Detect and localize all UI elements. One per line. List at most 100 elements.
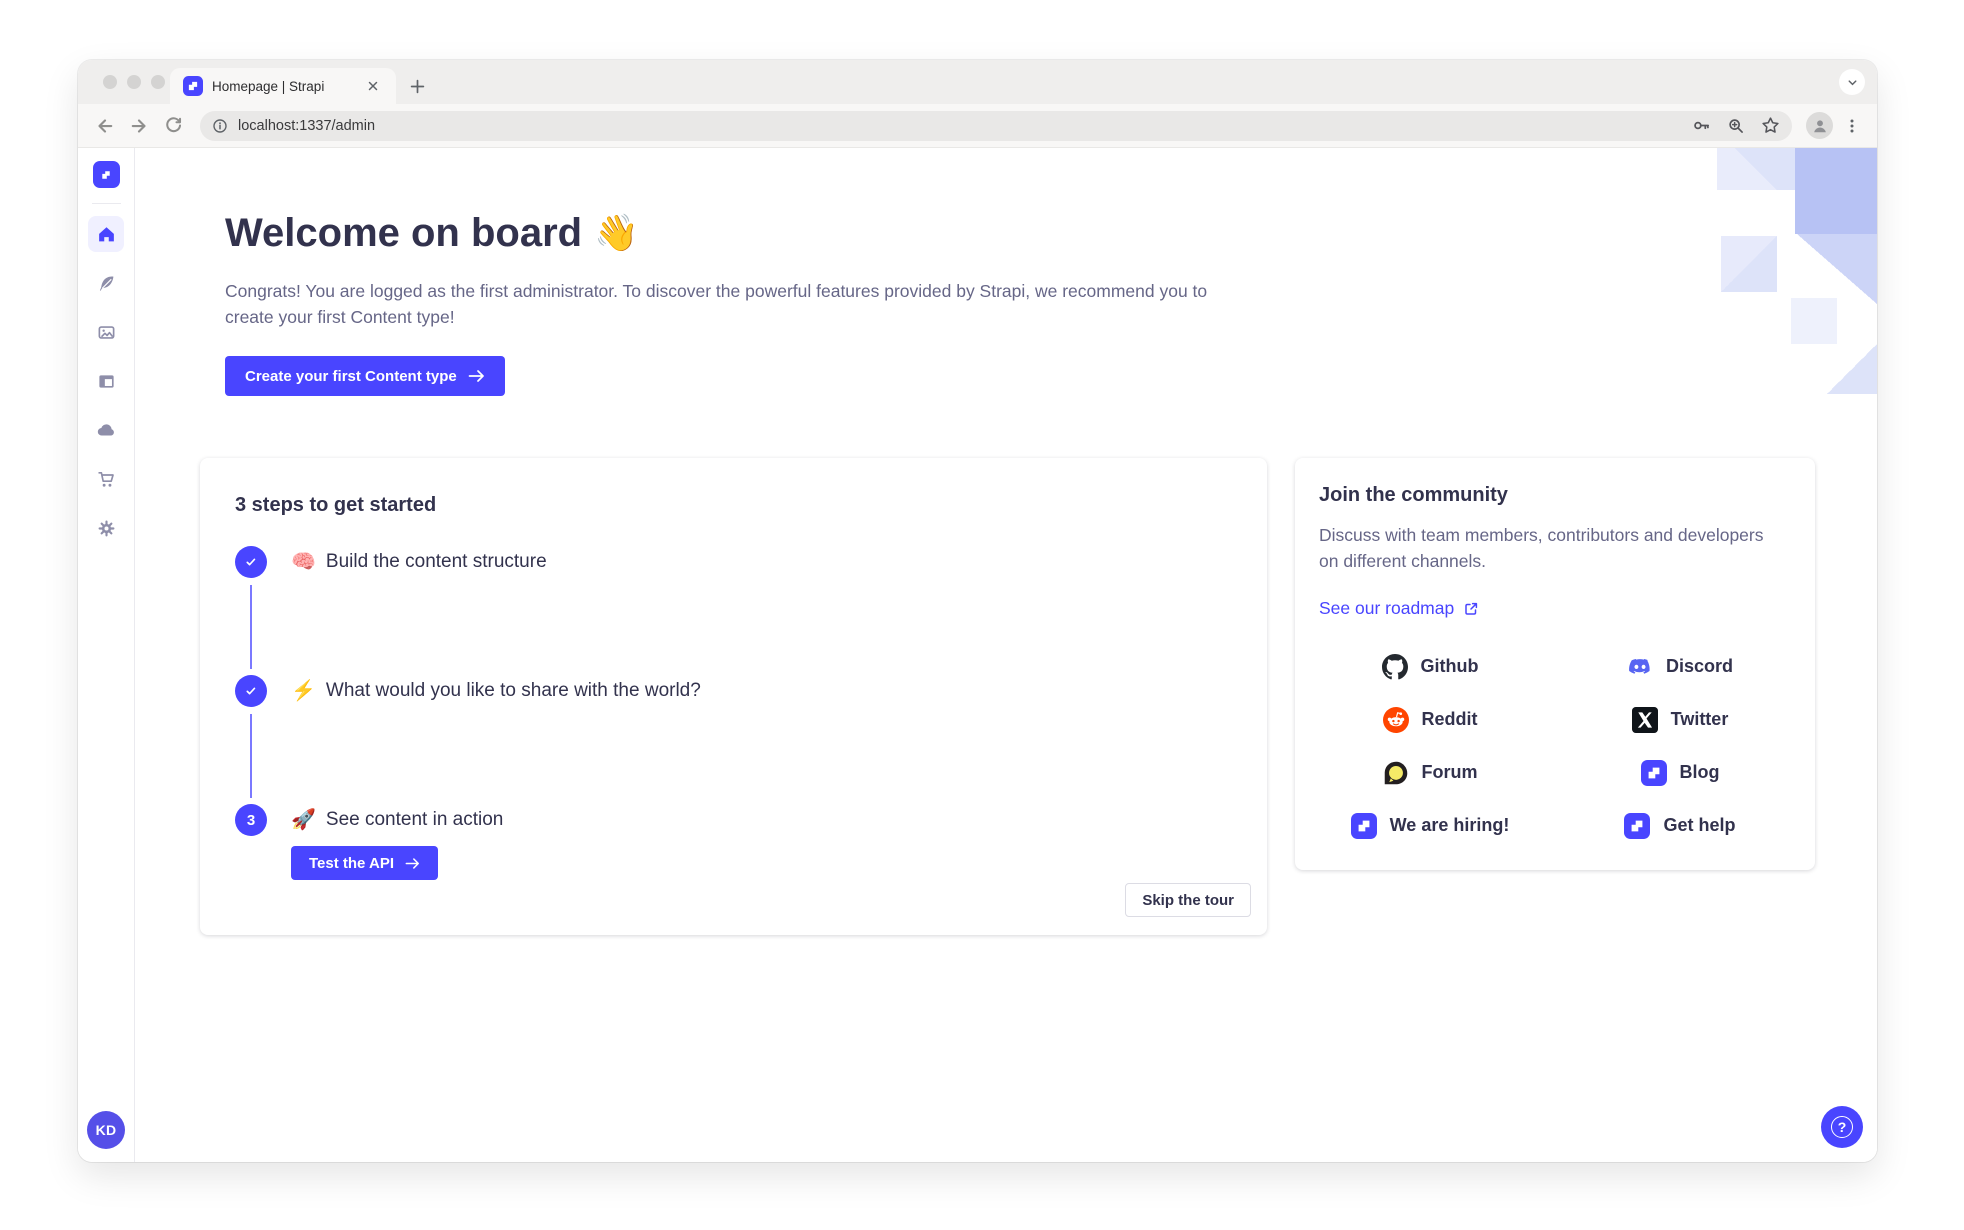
browser-window: Homepage | Strapi bbox=[78, 60, 1877, 1162]
feather-pen-icon bbox=[97, 274, 116, 293]
question-mark-icon: ? bbox=[1831, 1116, 1853, 1138]
strapi-logo[interactable] bbox=[92, 161, 120, 188]
blog-link[interactable]: Blog bbox=[1555, 746, 1805, 799]
step-2-check-icon bbox=[235, 675, 267, 707]
roadmap-link[interactable]: See our roadmap bbox=[1319, 598, 1479, 619]
forum-link[interactable]: Forum bbox=[1305, 746, 1555, 799]
gear-icon bbox=[97, 519, 116, 538]
sidebar-item-marketplace[interactable] bbox=[88, 461, 124, 497]
community-links-grid: Github Discord Reddit Twitter bbox=[1305, 640, 1805, 852]
step-1-check-icon bbox=[235, 546, 267, 578]
strapi-help-icon bbox=[1624, 812, 1651, 839]
rocket-emoji: 🚀 bbox=[291, 809, 316, 831]
app-content: KD Welcome on board 👋 Congrats! You are … bbox=[78, 148, 1877, 1162]
forum-discourse-icon bbox=[1384, 761, 1407, 784]
arrow-right-icon bbox=[405, 857, 420, 869]
community-title: Join the community bbox=[1319, 484, 1508, 506]
reddit-link[interactable]: Reddit bbox=[1305, 693, 1555, 746]
wave-emoji: 👋 bbox=[594, 212, 639, 253]
address-bar[interactable]: localhost:1337/admin bbox=[200, 110, 1792, 141]
step-2-text: What would you like to share with the wo… bbox=[325, 680, 701, 701]
strapi-hiring-icon bbox=[1350, 812, 1377, 839]
sidebar-item-content-type-builder[interactable] bbox=[88, 363, 124, 399]
back-icon[interactable] bbox=[92, 113, 118, 139]
browser-toolbar: localhost:1337/admin bbox=[78, 104, 1877, 148]
user-avatar[interactable]: KD bbox=[87, 1111, 125, 1149]
step-1-text: Build the content structure bbox=[325, 551, 547, 572]
intro-text: Congrats! You are logged as the first ad… bbox=[225, 281, 1208, 327]
get-help-link[interactable]: Get help bbox=[1555, 799, 1805, 852]
sidebar-item-cloud[interactable] bbox=[88, 412, 124, 448]
sidebar-item-content-manager[interactable] bbox=[88, 265, 124, 301]
steps-title: 3 steps to get started bbox=[235, 494, 437, 516]
homepage-main: Welcome on board 👋 Congrats! You are log… bbox=[135, 148, 1877, 1162]
close-window-button[interactable] bbox=[103, 75, 117, 89]
lightning-emoji: ⚡ bbox=[291, 680, 316, 702]
browser-tab[interactable]: Homepage | Strapi bbox=[170, 68, 396, 104]
browser-menu-dots-icon[interactable] bbox=[1839, 113, 1865, 139]
steps-list: 🧠 Build the content structure ⚡ What wou… bbox=[235, 546, 701, 880]
minimize-window-button[interactable] bbox=[127, 75, 141, 89]
browser-tabstrip: Homepage | Strapi bbox=[78, 60, 1877, 104]
roadmap-label: See our roadmap bbox=[1319, 598, 1455, 618]
step-item-3: 3 🚀 See content in action Test the API bbox=[235, 804, 701, 880]
sidebar-divider bbox=[91, 203, 121, 204]
community-description: Discuss with team members, contributors … bbox=[1319, 525, 1764, 571]
external-link-icon bbox=[1465, 602, 1478, 615]
sidebar-item-home[interactable] bbox=[88, 216, 124, 252]
x-twitter-icon bbox=[1631, 706, 1658, 733]
zoom-in-icon[interactable] bbox=[1727, 117, 1745, 135]
community-card: Join the community Discuss with team mem… bbox=[1295, 458, 1815, 870]
reload-icon[interactable] bbox=[160, 113, 186, 139]
brain-emoji: 🧠 bbox=[291, 551, 316, 573]
site-info-icon[interactable] bbox=[212, 118, 228, 134]
create-content-type-button[interactable]: Create your first Content type bbox=[225, 356, 505, 396]
blog-label: Blog bbox=[1679, 762, 1720, 782]
bookmark-star-icon[interactable] bbox=[1761, 116, 1780, 135]
discord-label: Discord bbox=[1665, 656, 1734, 676]
window-controls bbox=[103, 75, 165, 89]
step-connector bbox=[250, 585, 252, 669]
home-icon bbox=[97, 225, 116, 244]
step-item-1: 🧠 Build the content structure bbox=[235, 546, 701, 675]
help-button[interactable]: ? bbox=[1821, 1106, 1863, 1148]
step-2-label: ⚡ What would you like to share with the … bbox=[291, 675, 701, 707]
new-tab-button[interactable] bbox=[404, 73, 430, 99]
tab-title: Homepage | Strapi bbox=[212, 78, 325, 94]
hiring-label: We are hiring! bbox=[1389, 815, 1510, 835]
cloud-icon bbox=[96, 420, 116, 440]
step-connector bbox=[250, 714, 252, 798]
layout-icon bbox=[97, 372, 116, 391]
hiring-link[interactable]: We are hiring! bbox=[1305, 799, 1555, 852]
github-icon bbox=[1381, 653, 1408, 679]
reddit-icon bbox=[1382, 706, 1409, 733]
discord-icon bbox=[1629, 658, 1650, 674]
github-label: Github bbox=[1420, 656, 1479, 676]
forum-label: Forum bbox=[1421, 762, 1478, 782]
sidebar: KD bbox=[78, 148, 135, 1162]
page-title-text: Welcome on board bbox=[225, 211, 583, 255]
arrow-right-icon bbox=[468, 370, 484, 382]
test-api-button[interactable]: Test the API bbox=[291, 846, 439, 880]
browser-profile-icon[interactable] bbox=[1806, 112, 1833, 139]
test-api-label: Test the API bbox=[309, 854, 395, 872]
tab-close-icon[interactable] bbox=[360, 73, 386, 99]
twitter-label: Twitter bbox=[1670, 709, 1729, 729]
passwords-key-icon[interactable] bbox=[1692, 116, 1711, 135]
reddit-label: Reddit bbox=[1421, 709, 1478, 729]
github-link[interactable]: Github bbox=[1305, 640, 1555, 693]
maximize-window-button[interactable] bbox=[151, 75, 165, 89]
step-3-text: See content in action bbox=[325, 809, 504, 830]
sidebar-item-media-library[interactable] bbox=[88, 314, 124, 350]
url-text: localhost:1337/admin bbox=[238, 117, 376, 134]
tab-search-chevron-icon[interactable] bbox=[1839, 69, 1865, 95]
twitter-link[interactable]: Twitter bbox=[1555, 693, 1805, 746]
step-item-2: ⚡ What would you like to share with the … bbox=[235, 675, 701, 804]
skip-tour-button[interactable]: Skip the tour bbox=[1125, 883, 1251, 917]
step-3-number-badge: 3 bbox=[235, 804, 267, 836]
discord-link[interactable]: Discord bbox=[1555, 640, 1805, 693]
shopping-cart-icon bbox=[97, 470, 116, 489]
sidebar-item-settings[interactable] bbox=[88, 510, 124, 546]
forward-icon[interactable] bbox=[126, 113, 152, 139]
pictures-icon bbox=[97, 323, 116, 342]
